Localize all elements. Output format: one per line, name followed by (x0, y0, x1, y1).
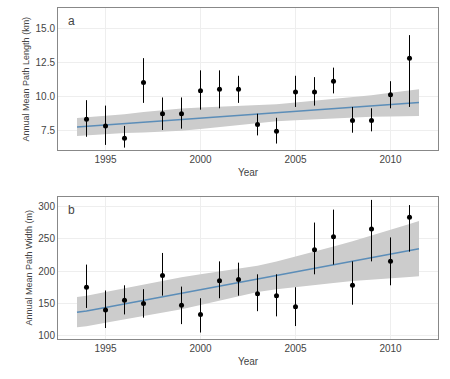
svg-text:300: 300 (38, 201, 55, 212)
svg-text:Annual Mean Path Length (km): Annual Mean Path Length (km) (21, 17, 31, 142)
svg-text:150: 150 (38, 298, 55, 309)
svg-text:a: a (68, 14, 75, 28)
svg-text:Year: Year (238, 356, 259, 367)
svg-text:10.0: 10.0 (36, 91, 56, 102)
svg-text:7.5: 7.5 (41, 125, 55, 136)
svg-text:2005: 2005 (284, 154, 307, 165)
svg-text:Annual Mean Path Width (m): Annual Mean Path Width (m) (24, 210, 34, 326)
svg-text:1995: 1995 (94, 343, 117, 354)
svg-text:2000: 2000 (189, 343, 212, 354)
svg-text:b: b (68, 203, 75, 217)
svg-text:200: 200 (38, 266, 55, 277)
svg-text:100: 100 (38, 330, 55, 341)
svg-text:1995: 1995 (94, 154, 117, 165)
svg-text:15.0: 15.0 (36, 23, 56, 34)
svg-text:250: 250 (38, 233, 55, 244)
svg-text:Year: Year (238, 167, 259, 178)
svg-text:12.5: 12.5 (36, 57, 56, 68)
svg-text:2010: 2010 (379, 154, 402, 165)
svg-text:2010: 2010 (379, 343, 402, 354)
svg-text:2005: 2005 (284, 343, 307, 354)
svg-text:2000: 2000 (189, 154, 212, 165)
